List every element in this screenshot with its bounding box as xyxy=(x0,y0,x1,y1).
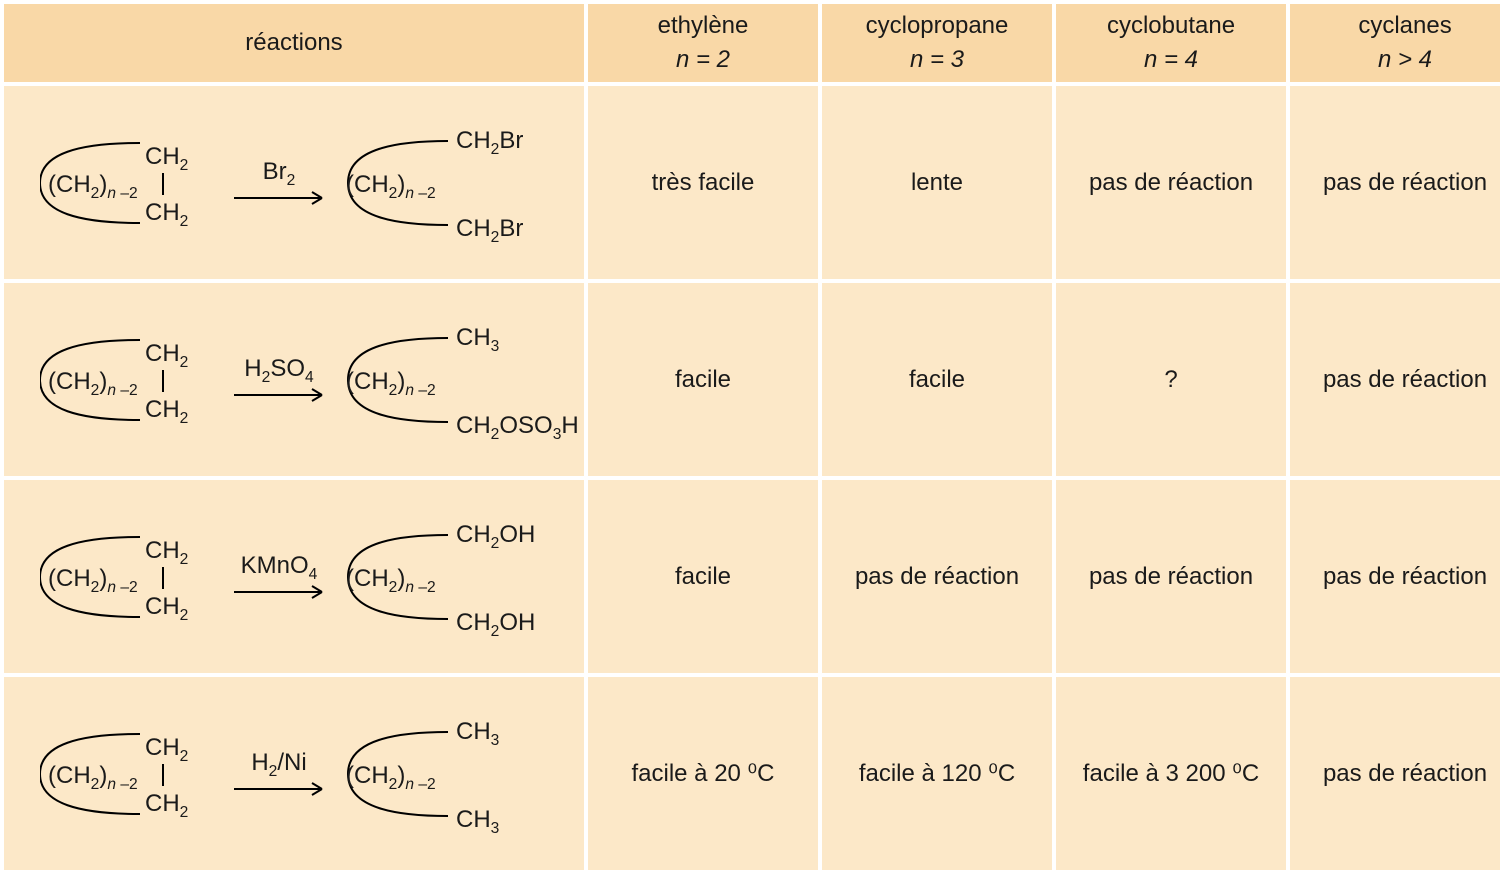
reactant-bond-bar xyxy=(162,173,164,195)
reaction-arrow: KMnO4 xyxy=(224,552,334,602)
reaction-arrow: H2/Ni xyxy=(224,749,334,799)
header-col-2-name: cyclobutane xyxy=(1060,12,1282,40)
reagent-label: H2/Ni xyxy=(251,749,306,777)
reaction-cell: (CH2)n –2 CH2 CH2 Br2 (CH2)n –2 CH2Br CH… xyxy=(4,86,584,279)
table-row: (CH2)n –2 CH2 CH2 H2/Ni (CH2)n –2 CH3 CH… xyxy=(4,677,1500,870)
reactant-chain-label: (CH2)n –2 xyxy=(48,171,138,199)
table-row: (CH2)n –2 CH2 CH2 H2SO4 (CH2)n –2 CH3 CH… xyxy=(4,283,1500,476)
reagent-label: Br2 xyxy=(263,158,296,186)
reactant-top-label: CH2 xyxy=(145,537,188,565)
table-row: (CH2)n –2 CH2 CH2 Br2 (CH2)n –2 CH2Br CH… xyxy=(4,86,1500,279)
reaction-diagram: (CH2)n –2 CH2 CH2 KMnO4 (CH2)n –2 CH2OH … xyxy=(8,488,580,665)
header-col-0-name: ethylène xyxy=(592,12,814,40)
reaction-diagram: (CH2)n –2 CH2 CH2 H2SO4 (CH2)n –2 CH3 CH… xyxy=(8,291,580,468)
reactant-molecule: (CH2)n –2 CH2 CH2 xyxy=(40,320,220,440)
table-row: (CH2)n –2 CH2 CH2 KMnO4 (CH2)n –2 CH2OH … xyxy=(4,480,1500,673)
header-col-1-n: n = 3 xyxy=(910,46,964,73)
product-chain-label: (CH2)n –2 xyxy=(346,565,436,593)
product-top-label: CH3 xyxy=(456,324,499,352)
reaction-arrow: H2SO4 xyxy=(224,355,334,405)
reactant-chain-label: (CH2)n –2 xyxy=(48,368,138,396)
reactant-top-label: CH2 xyxy=(145,734,188,762)
value-cell: pas de réaction xyxy=(1056,480,1286,673)
product-molecule: (CH2)n –2 CH3 CH2OSO3H xyxy=(338,320,548,440)
header-col-1: cyclopropane n = 3 xyxy=(822,4,1052,82)
value-cell: facile xyxy=(588,480,818,673)
reactions-table: réactions ethylène n = 2 cyclopropane n … xyxy=(0,0,1500,874)
reactant-molecule: (CH2)n –2 CH2 CH2 xyxy=(40,123,220,243)
product-top-label: CH2OH xyxy=(456,521,535,549)
header-col-2: cyclobutane n = 4 xyxy=(1056,4,1286,82)
value-cell: facile à 3 200 ⁰C xyxy=(1056,677,1286,870)
value-cell: pas de réaction xyxy=(1290,480,1500,673)
value-cell: pas de réaction xyxy=(1290,283,1500,476)
reactant-molecule: (CH2)n –2 CH2 CH2 xyxy=(40,714,220,834)
reaction-cell: (CH2)n –2 CH2 CH2 H2/Ni (CH2)n –2 CH3 CH… xyxy=(4,677,584,870)
value-cell: ? xyxy=(1056,283,1286,476)
reactant-bond-bar xyxy=(162,567,164,589)
reaction-diagram: (CH2)n –2 CH2 CH2 Br2 (CH2)n –2 CH2Br CH… xyxy=(8,94,580,271)
header-col-3-n: n > 4 xyxy=(1378,46,1432,73)
product-bot-label: CH2Br xyxy=(456,215,523,243)
value-cell: pas de réaction xyxy=(1290,86,1500,279)
product-molecule: (CH2)n –2 CH2Br CH2Br xyxy=(338,123,548,243)
reactant-bot-label: CH2 xyxy=(145,593,188,621)
reactant-molecule: (CH2)n –2 CH2 CH2 xyxy=(40,517,220,637)
reagent-label: KMnO4 xyxy=(241,552,318,580)
product-chain-label: (CH2)n –2 xyxy=(346,171,436,199)
header-col-1-name: cyclopropane xyxy=(826,12,1048,40)
reaction-cell: (CH2)n –2 CH2 CH2 H2SO4 (CH2)n –2 CH3 CH… xyxy=(4,283,584,476)
reactant-bot-label: CH2 xyxy=(145,199,188,227)
table-body: (CH2)n –2 CH2 CH2 Br2 (CH2)n –2 CH2Br CH… xyxy=(4,86,1500,870)
header-reactions-label: réactions xyxy=(245,29,342,56)
value-cell: facile à 20 ⁰C xyxy=(588,677,818,870)
reaction-diagram: (CH2)n –2 CH2 CH2 H2/Ni (CH2)n –2 CH3 CH… xyxy=(8,685,580,862)
reactant-chain-label: (CH2)n –2 xyxy=(48,565,138,593)
header-col-0-n: n = 2 xyxy=(676,46,730,73)
reagent-label: H2SO4 xyxy=(244,355,313,383)
reactant-bot-label: CH2 xyxy=(145,396,188,424)
value-cell: pas de réaction xyxy=(1290,677,1500,870)
header-col-0: ethylène n = 2 xyxy=(588,4,818,82)
product-molecule: (CH2)n –2 CH2OH CH2OH xyxy=(338,517,548,637)
value-cell: pas de réaction xyxy=(822,480,1052,673)
product-top-label: CH2Br xyxy=(456,127,523,155)
product-bot-label: CH2OSO3H xyxy=(456,412,579,440)
header-reactions: réactions xyxy=(4,4,584,82)
reactant-bot-label: CH2 xyxy=(145,790,188,818)
product-chain-label: (CH2)n –2 xyxy=(346,762,436,790)
reactant-bond-bar xyxy=(162,764,164,786)
reactant-top-label: CH2 xyxy=(145,143,188,171)
reaction-cell: (CH2)n –2 CH2 CH2 KMnO4 (CH2)n –2 CH2OH … xyxy=(4,480,584,673)
header-col-3: cyclanes n > 4 xyxy=(1290,4,1500,82)
value-cell: facile xyxy=(588,283,818,476)
value-cell: facile à 120 ⁰C xyxy=(822,677,1052,870)
reaction-arrow: Br2 xyxy=(224,158,334,208)
product-molecule: (CH2)n –2 CH3 CH3 xyxy=(338,714,548,834)
reactant-chain-label: (CH2)n –2 xyxy=(48,762,138,790)
product-top-label: CH3 xyxy=(456,718,499,746)
value-cell: pas de réaction xyxy=(1056,86,1286,279)
product-bot-label: CH2OH xyxy=(456,609,535,637)
header-col-2-n: n = 4 xyxy=(1144,46,1198,73)
product-chain-label: (CH2)n –2 xyxy=(346,368,436,396)
header-col-3-name: cyclanes xyxy=(1294,12,1500,40)
value-cell: très facile xyxy=(588,86,818,279)
header-row: réactions ethylène n = 2 cyclopropane n … xyxy=(4,4,1500,82)
reactant-bond-bar xyxy=(162,370,164,392)
value-cell: facile xyxy=(822,283,1052,476)
product-bot-label: CH3 xyxy=(456,806,499,834)
value-cell: lente xyxy=(822,86,1052,279)
reactant-top-label: CH2 xyxy=(145,340,188,368)
